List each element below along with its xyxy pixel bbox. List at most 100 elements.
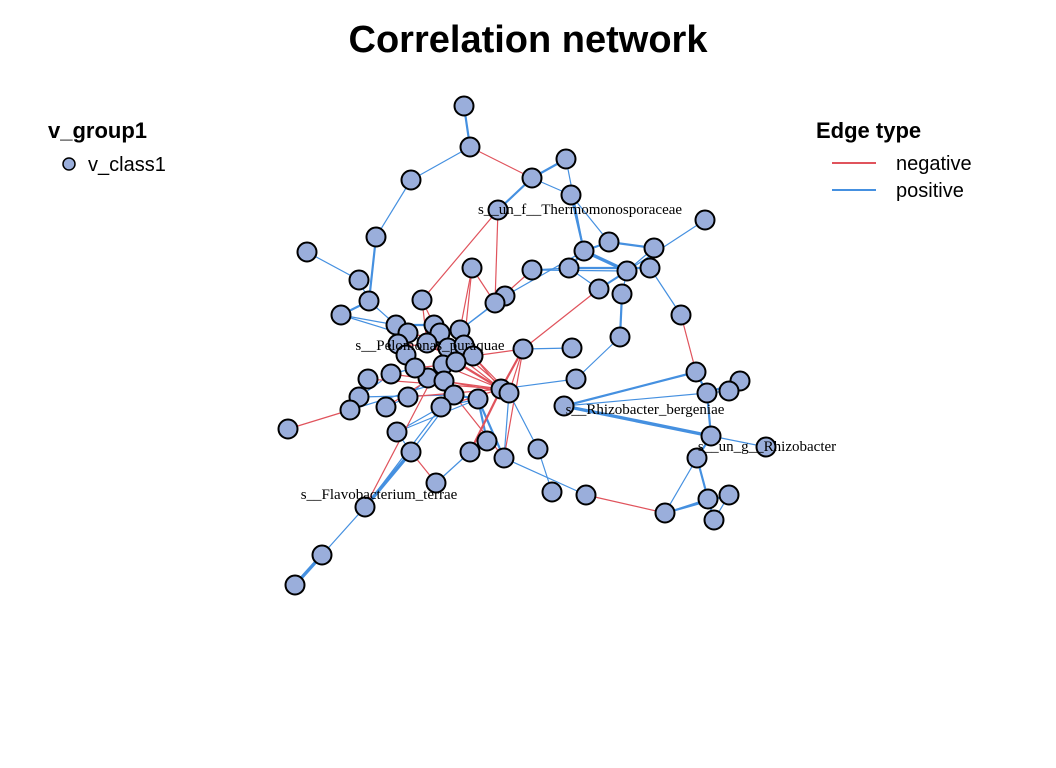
- network-node: [339, 399, 361, 421]
- negative-edge: [585, 494, 666, 514]
- positive-edge: [410, 146, 471, 181]
- network-node: [565, 368, 587, 390]
- edge-legend-title: Edge type: [816, 118, 921, 143]
- network-node: [598, 231, 620, 253]
- nodes: [277, 95, 777, 596]
- network-node: [703, 509, 725, 531]
- label-pelomonas: s__Pelomonas_puraquae: [355, 338, 504, 354]
- network-node: [484, 292, 506, 314]
- network-node: [512, 338, 534, 360]
- network-node: [277, 418, 299, 440]
- network-node: [643, 237, 665, 259]
- network-node: [588, 278, 610, 300]
- negative-edge: [522, 288, 600, 350]
- network-node: [487, 199, 509, 221]
- group-legend-label: v_class1: [88, 154, 166, 176]
- network-node: [476, 430, 498, 452]
- network-node: [686, 447, 708, 469]
- network-node: [386, 421, 408, 443]
- network-node: [404, 357, 426, 379]
- label-thermomonosporaceae: s__un_f__Thermomonosporaceae: [478, 202, 682, 218]
- positive-legend-label: positive: [896, 180, 964, 202]
- network-node: [461, 257, 483, 279]
- network-node: [498, 382, 520, 404]
- network-node: [330, 304, 352, 326]
- edge-legend: Edge type negative positive: [816, 118, 972, 202]
- network-node: [453, 95, 475, 117]
- negative-legend-label: negative: [896, 153, 972, 175]
- network-node: [696, 382, 718, 404]
- network-node: [443, 384, 465, 406]
- network-node: [357, 368, 379, 390]
- positive-edge: [503, 392, 510, 459]
- network-node: [433, 370, 455, 392]
- network-node: [694, 209, 716, 231]
- network-node: [400, 169, 422, 191]
- negative-edge: [494, 209, 499, 304]
- negative-edge: [503, 348, 524, 459]
- group-legend-key: [62, 157, 76, 171]
- network-node: [611, 283, 633, 305]
- network-node: [311, 544, 333, 566]
- network-node: [459, 136, 481, 158]
- positive-edge: [508, 392, 539, 450]
- node-labels: s__un_f__Thermomonosporaceae s__Pelomona…: [301, 202, 836, 503]
- group-legend: v_group1 v_class1: [48, 118, 166, 176]
- network-node: [358, 290, 380, 312]
- network-node: [685, 361, 707, 383]
- network-node: [639, 257, 661, 279]
- network-node: [521, 167, 543, 189]
- positive-edge: [503, 457, 587, 496]
- network-node: [459, 441, 481, 463]
- network-node: [365, 226, 387, 248]
- network-node: [573, 240, 595, 262]
- network-node: [755, 436, 777, 458]
- network-node: [445, 351, 467, 373]
- network-node: [354, 496, 376, 518]
- network-node: [348, 269, 370, 291]
- network-node: [700, 425, 722, 447]
- positive-edge: [531, 269, 628, 272]
- plot-title: Correlation network: [349, 19, 709, 61]
- network-node: [718, 380, 740, 402]
- network-node: [541, 481, 563, 503]
- network-node: [561, 337, 583, 359]
- label-rhizobacter: s__un_g__Rhizobacter: [698, 439, 836, 455]
- positive-edge: [664, 457, 698, 514]
- network-node: [411, 289, 433, 311]
- network-node: [375, 396, 397, 418]
- network-node: [609, 326, 631, 348]
- network-node: [575, 484, 597, 506]
- network-node: [284, 574, 306, 596]
- network-node: [527, 438, 549, 460]
- positive-edge: [367, 236, 378, 302]
- network-node: [425, 472, 447, 494]
- network-node: [416, 332, 438, 354]
- group-legend-title: v_group1: [48, 118, 147, 143]
- network-node: [654, 502, 676, 524]
- negative-edge: [287, 409, 351, 430]
- network-node: [555, 148, 577, 170]
- network-node: [493, 447, 515, 469]
- network-node: [670, 304, 692, 326]
- network-node: [616, 260, 638, 282]
- label-rhizobacter-bergeniae: s__Rhizobacter_bergeniae: [566, 402, 725, 418]
- network-node: [296, 241, 318, 263]
- network-node: [718, 484, 740, 506]
- network-node: [467, 388, 489, 410]
- negative-edge: [421, 209, 499, 301]
- network-node: [400, 441, 422, 463]
- negative-edge: [469, 146, 533, 179]
- positive-edge: [476, 398, 506, 459]
- network-node: [553, 395, 575, 417]
- negative-edge: [469, 388, 502, 453]
- network-node: [697, 488, 719, 510]
- network-node: [380, 363, 402, 385]
- network-node: [430, 396, 452, 418]
- network-node: [397, 386, 419, 408]
- network-node: [521, 259, 543, 281]
- network-node: [560, 184, 582, 206]
- positive-edge: [375, 179, 412, 238]
- network-node: [558, 257, 580, 279]
- positive-edge: [626, 219, 706, 272]
